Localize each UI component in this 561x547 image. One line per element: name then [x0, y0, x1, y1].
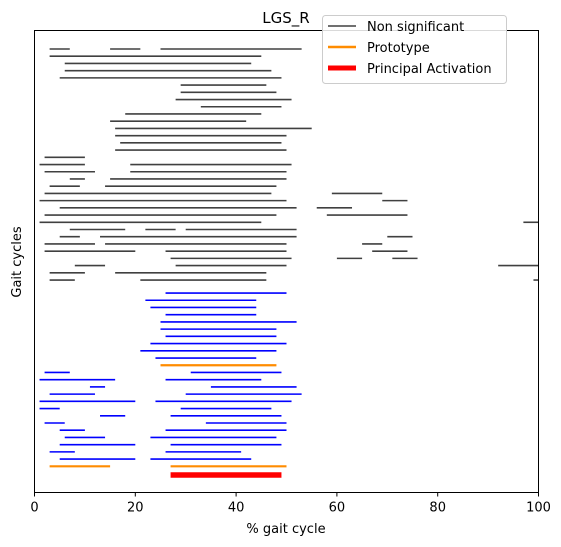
x-tick-label: 40 [228, 501, 245, 516]
x-tick-label: 60 [329, 501, 346, 516]
legend-label-non-significant: Non significant [367, 20, 464, 35]
legend-label-principal-activation: Principal Activation [367, 62, 492, 77]
x-tick-label: 20 [127, 501, 144, 516]
legend-label-prototype: Prototype [367, 41, 430, 56]
x-tick-label: 80 [429, 501, 446, 516]
x-tick-label: 100 [526, 501, 551, 516]
y-axis-label: Gait cycles [10, 226, 25, 297]
plot-area [39, 48, 539, 478]
x-axis-label: % gait cycle [246, 522, 325, 537]
legend: Non significant Prototype Principal Acti… [322, 15, 507, 84]
chart-title: LGS_R [262, 9, 309, 28]
x-tick-label: 0 [30, 501, 38, 516]
axes-frame [34, 30, 539, 493]
x-axis-ticks: 0 20 40 60 80 100 [30, 492, 551, 516]
legend-box [322, 15, 507, 84]
